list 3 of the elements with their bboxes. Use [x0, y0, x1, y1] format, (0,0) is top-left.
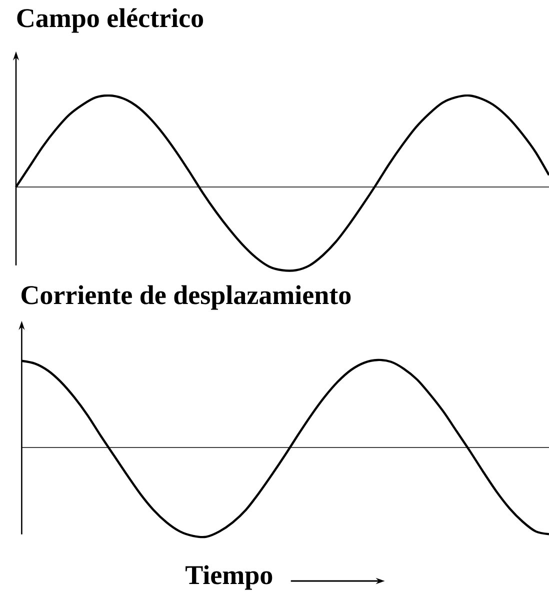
chart-title: Campo eléctrico — [17, 8, 204, 33]
chart-title: Corriente de desplazamiento — [22, 285, 351, 310]
x-axis-title: Tiempo — [186, 565, 272, 590]
